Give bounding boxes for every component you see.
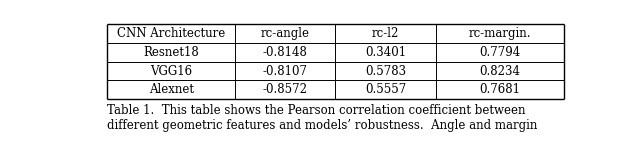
Text: Alexnet: Alexnet [148,83,194,96]
Text: -0.8148: -0.8148 [263,46,308,59]
Text: Resnet18: Resnet18 [143,46,199,59]
Text: 0.3401: 0.3401 [365,46,406,59]
Text: VGG16: VGG16 [150,65,192,78]
Text: CNN Architecture: CNN Architecture [117,27,225,40]
Text: 0.7794: 0.7794 [479,46,520,59]
Text: 0.5557: 0.5557 [365,83,406,96]
Text: -0.8572: -0.8572 [263,83,308,96]
Text: rc-margin.: rc-margin. [468,27,531,40]
Text: different geometric features and models’ robustness.  Angle and margin: different geometric features and models’… [108,119,538,132]
Text: rc-l2: rc-l2 [372,27,399,40]
Text: rc-angle: rc-angle [260,27,310,40]
Text: Table 1.  This table shows the Pearson correlation coefficient between: Table 1. This table shows the Pearson co… [108,104,526,117]
Text: 0.5783: 0.5783 [365,65,406,78]
Text: 0.8234: 0.8234 [479,65,520,78]
Text: 0.7681: 0.7681 [479,83,520,96]
Text: -0.8107: -0.8107 [263,65,308,78]
